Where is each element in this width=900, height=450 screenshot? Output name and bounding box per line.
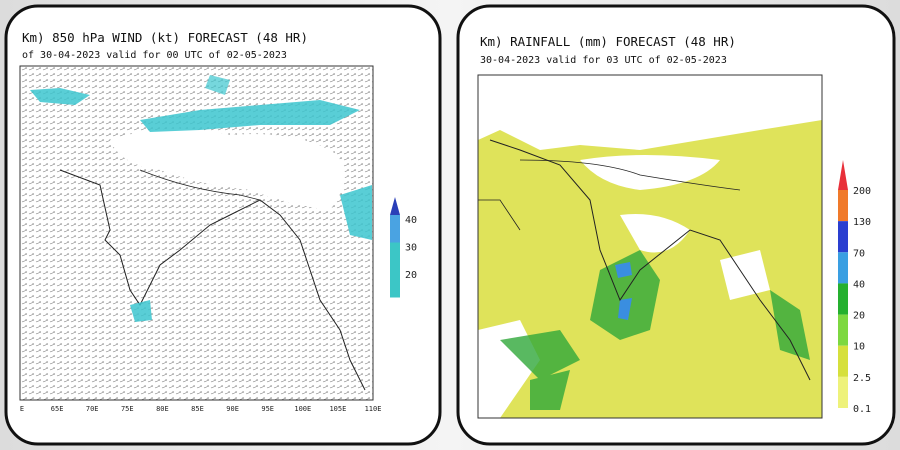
border — [478, 159, 741, 231]
x-label: 70E — [86, 405, 99, 413]
colorbar-label: 40 — [853, 279, 865, 290]
rain-20 — [500, 250, 810, 410]
x-label: 75E — [121, 405, 134, 413]
x-label: 85E — [191, 405, 204, 413]
left-subtitle: of 30-04-2023 valid for 00 UTC of 02-05-… — [22, 50, 287, 61]
colorbar-label: 0.1 — [853, 404, 871, 415]
x-label: 90E — [226, 405, 239, 413]
dry-area — [478, 75, 822, 150]
left-x-axis: E 65E 70E 75E 80E 85E 90E 95E 100E 105E 110E — [20, 405, 382, 413]
left-title: Km) 850 hPa WIND (kt) FORECAST (48 HR) — [22, 30, 308, 45]
colorbar-label: 10 — [853, 342, 865, 353]
right-subtitle: 30-04-2023 valid for 03 UTC of 02-05-202… — [480, 55, 727, 66]
right-title: Km) RAINFALL (mm) FORECAST (48 HR) — [480, 34, 736, 49]
x-label: 110E — [365, 405, 382, 413]
x-label: E — [20, 405, 24, 413]
himalaya-mask — [110, 128, 345, 210]
colorbar-label: 70 — [853, 248, 865, 259]
colorbar-segment — [838, 345, 848, 377]
left-colorbar: 40 30 20 — [390, 197, 417, 298]
wind-map — [19, 65, 374, 401]
colorbar-label: 30 — [405, 243, 417, 254]
colorbar-segment — [390, 242, 400, 270]
dry-area — [478, 155, 770, 418]
x-label: 80E — [156, 405, 169, 413]
colorbar-arrow — [390, 197, 400, 215]
colorbar-segment — [390, 270, 400, 298]
x-label: 95E — [261, 405, 274, 413]
border — [139, 169, 261, 201]
colorbar-segment — [390, 215, 400, 243]
map-frame-border — [477, 74, 823, 419]
wind-shading — [205, 75, 230, 95]
right-colorbar: 200 130 70 40 20 10 2.5 0.1 — [838, 160, 871, 415]
rainfall-map — [477, 74, 823, 419]
colorbar-arrow — [838, 160, 848, 190]
rain-70 — [615, 262, 632, 320]
x-label: 100E — [294, 405, 311, 413]
colorbar-label: 2.5 — [853, 373, 871, 384]
colorbar-segment — [838, 376, 848, 408]
colorbar-segment — [838, 314, 848, 346]
x-label: 65E — [51, 405, 64, 413]
colorbar-segment — [838, 221, 848, 253]
coastline — [59, 169, 366, 391]
wind-shading — [30, 88, 372, 322]
colorbar-label: 20 — [405, 270, 417, 281]
colorbar-label: 130 — [853, 217, 871, 228]
colorbar-segment — [838, 190, 848, 222]
colorbar-label: 200 — [853, 186, 871, 197]
colorbar-label: 40 — [405, 215, 417, 226]
colorbar-segment — [838, 283, 848, 315]
colorbar-label: 20 — [853, 311, 865, 322]
colorbar-segment — [838, 252, 848, 284]
coastline — [489, 139, 811, 381]
x-label: 105E — [329, 405, 346, 413]
